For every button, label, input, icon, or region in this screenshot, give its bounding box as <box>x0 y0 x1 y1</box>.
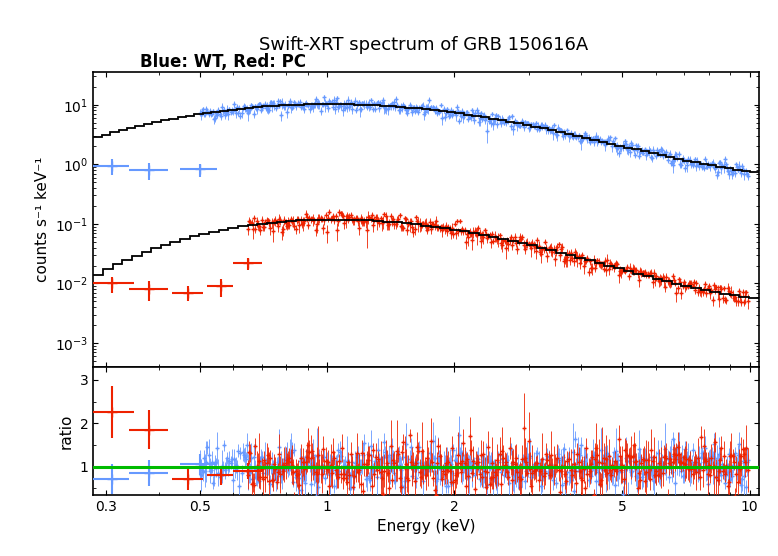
Y-axis label: ratio: ratio <box>59 413 74 449</box>
Text: Swift-XRT spectrum of GRB 150616A: Swift-XRT spectrum of GRB 150616A <box>259 36 589 54</box>
Text: Blue: WT, Red: PC: Blue: WT, Red: PC <box>140 53 306 71</box>
Y-axis label: counts s⁻¹ keV⁻¹: counts s⁻¹ keV⁻¹ <box>35 157 50 282</box>
X-axis label: Energy (keV): Energy (keV) <box>377 519 475 534</box>
